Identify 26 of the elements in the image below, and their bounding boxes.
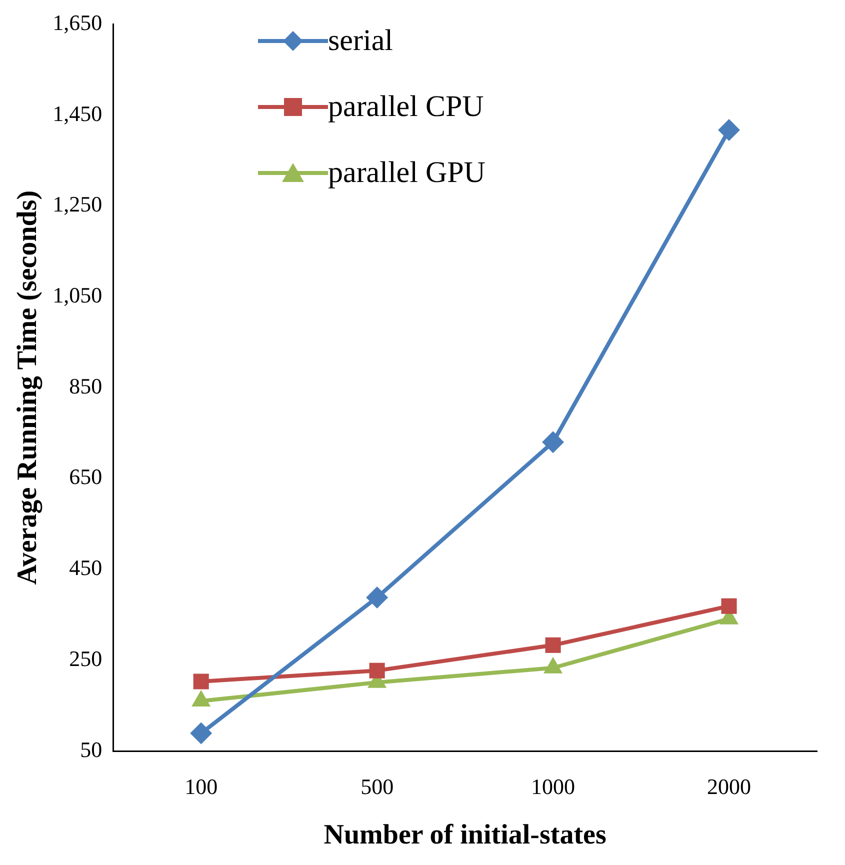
y-axis-title: Average Running Time (seconds) — [12, 190, 44, 585]
y-tick-label: 1,050 — [52, 282, 102, 308]
y-tick-label: 650 — [69, 464, 102, 490]
point — [721, 598, 737, 614]
legend-label: parallel CPU — [328, 90, 484, 124]
y-tick-label: 850 — [69, 373, 102, 398]
point — [718, 119, 740, 142]
y-tick-label: 1,650 — [52, 10, 102, 35]
x-axis-title: Number of initial-states — [324, 819, 606, 850]
point — [366, 586, 388, 608]
legend-label: serial — [328, 24, 393, 58]
y-tick-label: 450 — [69, 555, 102, 580]
y-tick-label: 50 — [80, 736, 102, 762]
point — [542, 431, 564, 454]
point — [369, 662, 385, 678]
x-tick-label: 100 — [184, 774, 218, 799]
y-tick-label: 250 — [69, 646, 102, 671]
x-tick-label: 1000 — [531, 774, 576, 799]
y-tick-label: 1,250 — [52, 192, 102, 217]
point — [190, 722, 212, 744]
x-tick-label: 2000 — [707, 774, 752, 799]
point — [545, 637, 561, 653]
y-tick-label: 1,450 — [52, 100, 102, 126]
x-tick-label: 500 — [360, 774, 394, 799]
legend-label: parallel GPU — [328, 156, 486, 190]
point — [193, 674, 209, 690]
